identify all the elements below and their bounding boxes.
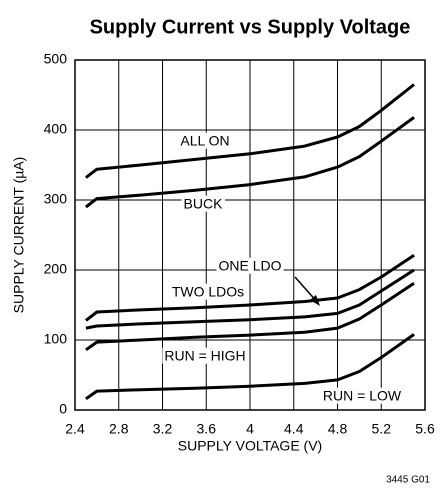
series-label: ONE LDO [218,258,281,274]
series-line [85,254,415,322]
x-tick-label: 4.8 [328,421,348,437]
x-tick-label: 4.4 [284,421,304,437]
x-axis-label: SUPPLY VOLTAGE (V) [178,438,322,454]
x-tick-label: 2.4 [65,421,85,437]
label-background [320,387,404,404]
footnote: 3445 G01 [386,475,430,486]
x-tick-label: 5.6 [415,421,435,437]
x-tick-label: 2.8 [109,421,129,437]
x-tick-label: 4 [246,421,254,437]
y-tick-label: 300 [44,191,68,207]
y-tick-label: 400 [44,121,68,137]
series-line [85,333,415,401]
series-label: TWO LDOs [172,284,244,300]
series-line [85,268,415,330]
label-background [169,283,247,300]
x-tick-label: 5.2 [372,421,392,437]
x-tick-label: 3.2 [153,421,173,437]
series-label: RUN = HIGH [164,348,245,364]
series-label: RUN = LOW [323,388,402,404]
label-background [216,257,284,274]
label-background [181,195,226,212]
plot-frame [74,59,426,411]
y-tick-label: 500 [44,51,68,67]
series-label: BUCK [184,196,224,212]
chart-title: Supply Current vs Supply Voltage [90,16,411,38]
x-tick-label: 3.6 [197,421,217,437]
y-tick-label: 0 [59,401,67,417]
series-line [85,83,415,179]
series-label: ALL ON [180,133,229,149]
label-background [162,347,248,364]
label-arrowhead [310,295,320,306]
y-axis-label: SUPPLY CURRENT (µA) [11,157,27,314]
series-line [85,116,415,209]
series-line [85,282,415,352]
y-tick-label: 100 [44,331,68,347]
y-tick-label: 200 [44,261,68,277]
label-background [178,132,232,149]
